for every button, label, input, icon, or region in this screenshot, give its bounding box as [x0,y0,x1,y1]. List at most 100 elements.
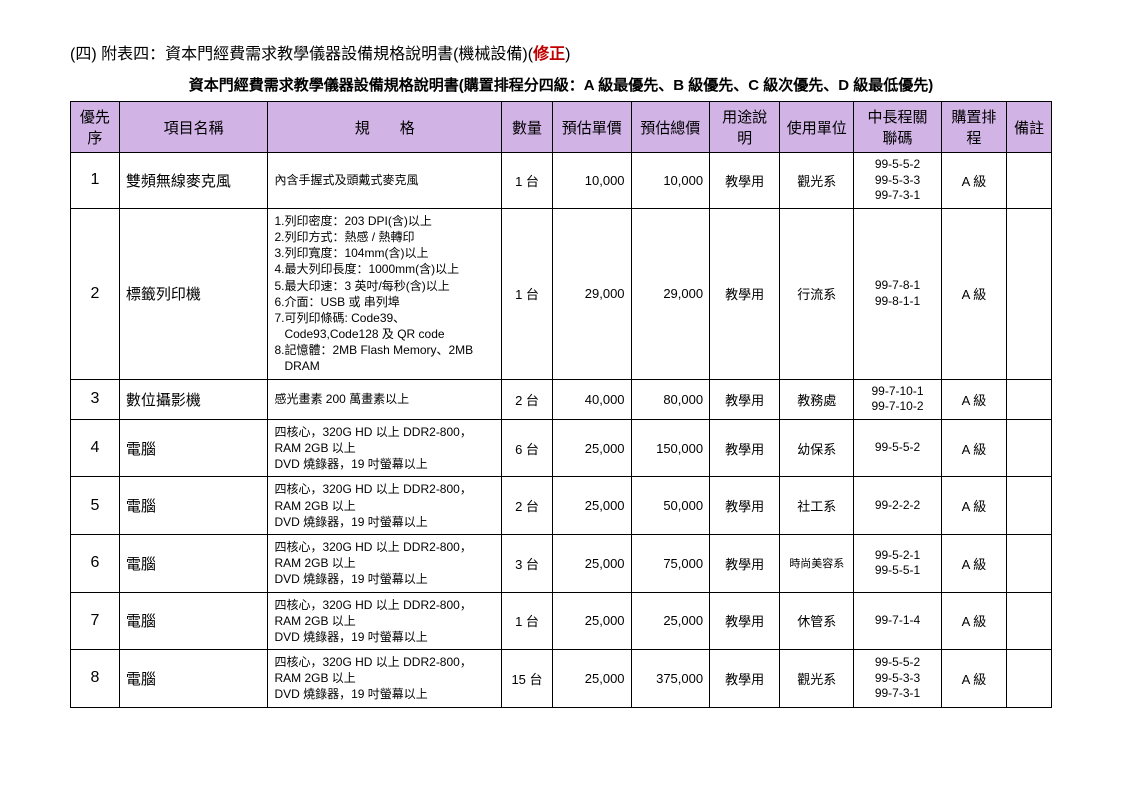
cell-remark [1007,650,1052,708]
cell-dept: 行流系 [780,208,854,379]
cell-remark [1007,477,1052,535]
th-total: 預估總價 [631,102,710,153]
cell-sched: A 級 [941,477,1007,535]
cell-remark [1007,208,1052,379]
cell-linkcode: 99-5-5-2 99-5-3-3 99-7-3-1 [854,153,941,209]
title-prefix: (四) 附表四：資本門經費需求教學儀器設備規格說明書(機械設備)( [70,46,533,63]
table-row: 6電腦四核心，320G HD 以上 DDR2-800， RAM 2GB 以上 D… [71,534,1052,592]
cell-remark [1007,534,1052,592]
cell-linkcode: 99-7-8-1 99-8-1-1 [854,208,941,379]
cell-dept: 社工系 [780,477,854,535]
title-revision: 修正 [533,46,565,63]
cell-name: 電腦 [119,650,268,708]
cell-dept: 觀光系 [780,650,854,708]
equipment-table: 優先序 項目名稱 規 格 數量 預估單價 預估總價 用途說明 使用單位 中長程關… [70,101,1052,708]
cell-dept: 休管系 [780,592,854,650]
cell-name: 雙頻無線麥克風 [119,153,268,209]
cell-price: 25,000 [552,650,631,708]
cell-priority: 4 [71,419,120,477]
table-row: 3數位攝影機感光畫素 200 萬畫素以上2 台40,00080,000教學用教務… [71,379,1052,419]
cell-spec: 四核心，320G HD 以上 DDR2-800， RAM 2GB 以上 DVD … [268,477,502,535]
cell-linkcode: 99-5-2-1 99-5-5-1 [854,534,941,592]
cell-spec: 四核心，320G HD 以上 DDR2-800， RAM 2GB 以上 DVD … [268,592,502,650]
th-remark: 備註 [1007,102,1052,153]
cell-name: 電腦 [119,477,268,535]
cell-name: 標籤列印機 [119,208,268,379]
cell-spec: 內含手握式及頭戴式麥克風 [268,153,502,209]
cell-usage: 教學用 [710,534,780,592]
cell-spec: 1.列印密度：203 DPI(含)以上 2.列印方式：熱感 / 熱轉印 3.列印… [268,208,502,379]
cell-remark [1007,379,1052,419]
cell-sched: A 級 [941,153,1007,209]
table-row: 2標籤列印機1.列印密度：203 DPI(含)以上 2.列印方式：熱感 / 熱轉… [71,208,1052,379]
cell-qty: 6 台 [502,419,553,477]
cell-qty: 2 台 [502,379,553,419]
cell-total: 75,000 [631,534,710,592]
cell-price: 25,000 [552,477,631,535]
th-qty: 數量 [502,102,553,153]
cell-price: 40,000 [552,379,631,419]
table-row: 7電腦四核心，320G HD 以上 DDR2-800， RAM 2GB 以上 D… [71,592,1052,650]
cell-price: 10,000 [552,153,631,209]
cell-priority: 6 [71,534,120,592]
cell-total: 25,000 [631,592,710,650]
cell-name: 電腦 [119,592,268,650]
cell-remark [1007,153,1052,209]
th-spec: 規 格 [268,102,502,153]
cell-qty: 3 台 [502,534,553,592]
th-linkcode: 中長程關聯碼 [854,102,941,153]
cell-dept: 時尚美容系 [780,534,854,592]
table-header-row: 優先序 項目名稱 規 格 數量 預估單價 預估總價 用途說明 使用單位 中長程關… [71,102,1052,153]
cell-dept: 幼保系 [780,419,854,477]
cell-qty: 15 台 [502,650,553,708]
cell-usage: 教學用 [710,379,780,419]
cell-usage: 教學用 [710,477,780,535]
cell-dept: 教務處 [780,379,854,419]
cell-sched: A 級 [941,592,1007,650]
cell-linkcode: 99-5-5-2 99-5-3-3 99-7-3-1 [854,650,941,708]
cell-sched: A 級 [941,208,1007,379]
th-dept: 使用單位 [780,102,854,153]
title-suffix: ) [565,46,570,63]
cell-linkcode: 99-7-1-4 [854,592,941,650]
cell-name: 電腦 [119,534,268,592]
cell-spec: 四核心，320G HD 以上 DDR2-800， RAM 2GB 以上 DVD … [268,534,502,592]
cell-priority: 8 [71,650,120,708]
cell-total: 29,000 [631,208,710,379]
cell-sched: A 級 [941,379,1007,419]
cell-usage: 教學用 [710,592,780,650]
document-title: (四) 附表四：資本門經費需求教學儀器設備規格說明書(機械設備)(修正) [70,40,1052,64]
cell-remark [1007,419,1052,477]
cell-linkcode: 99-5-5-2 [854,419,941,477]
cell-linkcode: 99-7-10-1 99-7-10-2 [854,379,941,419]
cell-priority: 1 [71,153,120,209]
cell-total: 80,000 [631,379,710,419]
table-row: 4電腦四核心，320G HD 以上 DDR2-800， RAM 2GB 以上 D… [71,419,1052,477]
cell-name: 數位攝影機 [119,379,268,419]
cell-usage: 教學用 [710,419,780,477]
cell-total: 375,000 [631,650,710,708]
cell-spec: 四核心，320G HD 以上 DDR2-800， RAM 2GB 以上 DVD … [268,650,502,708]
cell-name: 電腦 [119,419,268,477]
cell-sched: A 級 [941,534,1007,592]
cell-priority: 5 [71,477,120,535]
th-name: 項目名稱 [119,102,268,153]
th-price: 預估單價 [552,102,631,153]
cell-price: 25,000 [552,592,631,650]
table-row: 5電腦四核心，320G HD 以上 DDR2-800， RAM 2GB 以上 D… [71,477,1052,535]
cell-spec: 感光畫素 200 萬畫素以上 [268,379,502,419]
th-usage: 用途說明 [710,102,780,153]
cell-remark [1007,592,1052,650]
cell-total: 150,000 [631,419,710,477]
cell-qty: 1 台 [502,592,553,650]
cell-sched: A 級 [941,650,1007,708]
cell-total: 10,000 [631,153,710,209]
cell-price: 25,000 [552,419,631,477]
th-priority: 優先序 [71,102,120,153]
cell-priority: 2 [71,208,120,379]
cell-sched: A 級 [941,419,1007,477]
cell-spec: 四核心，320G HD 以上 DDR2-800， RAM 2GB 以上 DVD … [268,419,502,477]
cell-usage: 教學用 [710,650,780,708]
cell-qty: 1 台 [502,208,553,379]
cell-price: 25,000 [552,534,631,592]
